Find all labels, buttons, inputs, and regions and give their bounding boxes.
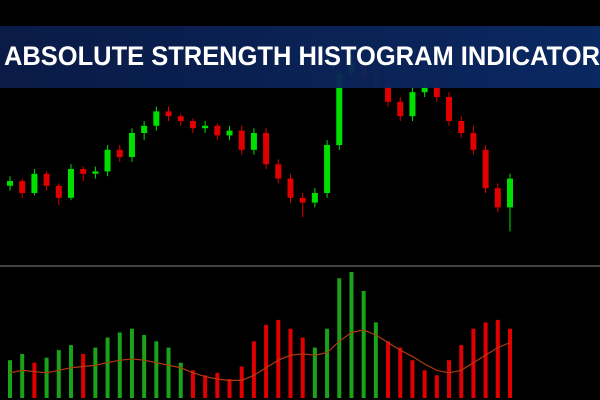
candle-body xyxy=(299,197,306,203)
candle-body xyxy=(226,130,233,136)
marks xyxy=(7,53,513,398)
histogram-bar xyxy=(508,328,512,398)
histogram-bar xyxy=(276,319,281,398)
histogram-bar xyxy=(105,337,110,398)
histogram-bar xyxy=(129,328,134,398)
candle-body xyxy=(165,111,172,117)
candle-body xyxy=(43,173,50,186)
candle-body xyxy=(31,173,38,193)
candle-body xyxy=(67,169,74,198)
candle-body xyxy=(311,193,318,203)
histogram-bar xyxy=(410,360,415,398)
candle-body xyxy=(287,178,294,198)
candle-body xyxy=(482,149,489,189)
histogram-bar xyxy=(422,370,427,398)
candle-body xyxy=(177,116,184,121)
candle-body xyxy=(55,185,62,198)
candle-body xyxy=(446,97,453,121)
histogram-bar xyxy=(349,272,354,398)
candle-body xyxy=(336,73,343,145)
histogram-bar xyxy=(190,370,195,398)
histogram-bar xyxy=(20,353,25,398)
candle-body xyxy=(385,82,392,102)
candle-body xyxy=(7,181,13,186)
chart-title: ABSOLUTE STRENGTH HISTOGRAM INDICATOR xyxy=(4,41,600,71)
histogram-bar xyxy=(56,350,61,398)
histogram-bar xyxy=(227,379,232,398)
histogram-bar xyxy=(215,372,220,398)
histogram-bar xyxy=(398,347,403,398)
histogram-bar xyxy=(300,337,305,398)
candle-body xyxy=(141,125,148,133)
histogram-bar xyxy=(178,362,183,398)
candle-body xyxy=(494,188,501,208)
candle-body xyxy=(19,181,26,193)
histogram-bar xyxy=(337,278,342,398)
histogram-bar xyxy=(434,375,439,398)
candle-body xyxy=(275,164,282,179)
histogram-bar xyxy=(288,328,293,398)
histogram-bar xyxy=(264,324,269,398)
histogram-bar xyxy=(386,341,391,398)
histogram-bar xyxy=(361,290,366,398)
candle-body xyxy=(128,133,135,157)
histogram-bar xyxy=(325,328,330,398)
candle-body xyxy=(153,111,160,126)
histogram-bar xyxy=(447,360,452,398)
candle-body xyxy=(397,101,404,117)
candle-body xyxy=(507,178,513,208)
candle-body xyxy=(116,149,123,157)
candle-body xyxy=(202,125,209,129)
candle-body xyxy=(433,87,440,97)
signal-line xyxy=(9,329,511,381)
candle-body xyxy=(250,133,257,150)
histogram-bar xyxy=(8,360,12,398)
histogram-bar xyxy=(68,345,73,398)
histogram-bar xyxy=(203,375,208,398)
candle-body xyxy=(470,133,477,150)
candle-body xyxy=(92,171,99,174)
candle-body xyxy=(421,87,428,93)
candle-body xyxy=(214,125,221,136)
histogram-bar xyxy=(166,347,171,398)
histogram-bar xyxy=(483,322,488,398)
histogram-bar xyxy=(154,341,159,398)
histogram-bar xyxy=(312,347,317,398)
candle-body xyxy=(458,121,465,133)
candle-body xyxy=(189,121,196,129)
histogram-bar xyxy=(81,353,86,398)
candle-body xyxy=(263,133,270,165)
candle-body xyxy=(238,130,245,150)
histogram-bar xyxy=(251,341,256,398)
histogram-bar xyxy=(373,322,378,398)
histogram-bar xyxy=(142,335,147,398)
histogram-bar xyxy=(495,319,500,398)
histogram-bar xyxy=(32,362,37,398)
candle-body xyxy=(104,149,111,172)
histogram-bar xyxy=(117,332,122,398)
histogram-bar xyxy=(239,366,244,398)
candle-body xyxy=(324,145,331,193)
title-banner xyxy=(0,26,600,88)
histogram-bar xyxy=(93,347,98,398)
candle-body xyxy=(80,169,87,174)
candle-body xyxy=(409,92,416,117)
histogram-bar xyxy=(44,357,49,398)
histogram-bar xyxy=(459,345,464,398)
